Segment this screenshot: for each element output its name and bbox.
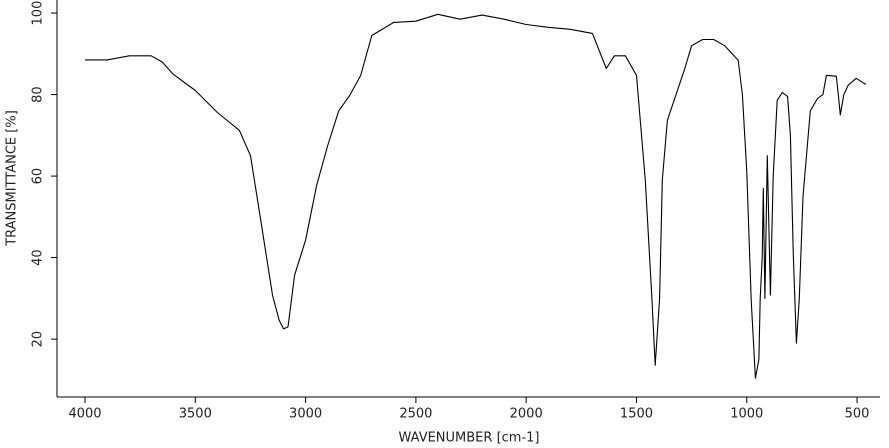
y-tick-label: 40 xyxy=(31,249,46,266)
x-tick-label: 2500 xyxy=(399,407,432,422)
x-tick-label: 3000 xyxy=(289,407,322,422)
spectrum-line xyxy=(85,13,867,379)
y-tick-label: 20 xyxy=(31,331,46,348)
x-axis-label: WAVENUMBER [cm-1] xyxy=(399,431,540,446)
x-tick-label: 1500 xyxy=(620,407,653,422)
y-tick-label: 60 xyxy=(31,168,46,185)
x-tick-label: 4000 xyxy=(68,407,101,422)
x-tick-label: 1000 xyxy=(730,407,763,422)
y-tick-label: 80 xyxy=(31,86,46,103)
y-axis-label: TRANSMITTANCE [%] xyxy=(5,110,20,247)
x-tick-label: 2000 xyxy=(510,407,543,422)
y-tick-label: 100 xyxy=(31,1,46,26)
x-tick-label: 3500 xyxy=(179,407,212,422)
x-tick-label: 500 xyxy=(845,407,870,422)
